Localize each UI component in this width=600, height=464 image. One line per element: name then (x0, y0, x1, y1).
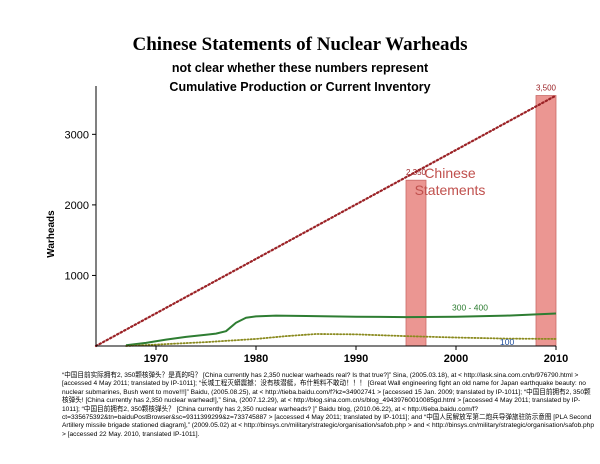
series-line-1 (94, 94, 558, 348)
chart-subtitle-1: not clear whether these numbers represen… (171, 61, 429, 75)
series-line-3 (125, 333, 557, 347)
x-tick-label-1990: 1990 (344, 353, 368, 365)
chinese-statements-annotation-1: Chinese (424, 165, 476, 181)
bar-value-label-2: 3,500 (536, 84, 557, 93)
range-annotation: 300 - 400 (452, 303, 488, 313)
x-tick-label-1980: 1980 (244, 353, 268, 365)
y-tick-label-1000: 1000 (65, 270, 89, 282)
y-tick-label-2000: 2000 (65, 200, 89, 212)
sources-footnote: “中国目前实际拥有2, 350颗核弹头？是真的吗？ [China current… (62, 372, 594, 438)
chart-subtitle-2: Cumulative Production or Current Invento… (169, 80, 431, 94)
x-tick-label-2010: 2010 (544, 353, 568, 365)
chinese-statements-annotation-2: Statements (415, 182, 486, 198)
chart-title: Chinese Statements of Nuclear Warheads (132, 34, 468, 55)
x-tick-label-1970: 1970 (144, 353, 168, 365)
statement-bar-2 (535, 95, 557, 347)
statement-bar-1 (405, 179, 427, 347)
y-tick-label-3000: 3000 (65, 129, 89, 141)
low-annotation: 100 (500, 337, 514, 347)
series-line-2 (125, 312, 557, 347)
x-tick-label-2000: 2000 (444, 353, 468, 365)
